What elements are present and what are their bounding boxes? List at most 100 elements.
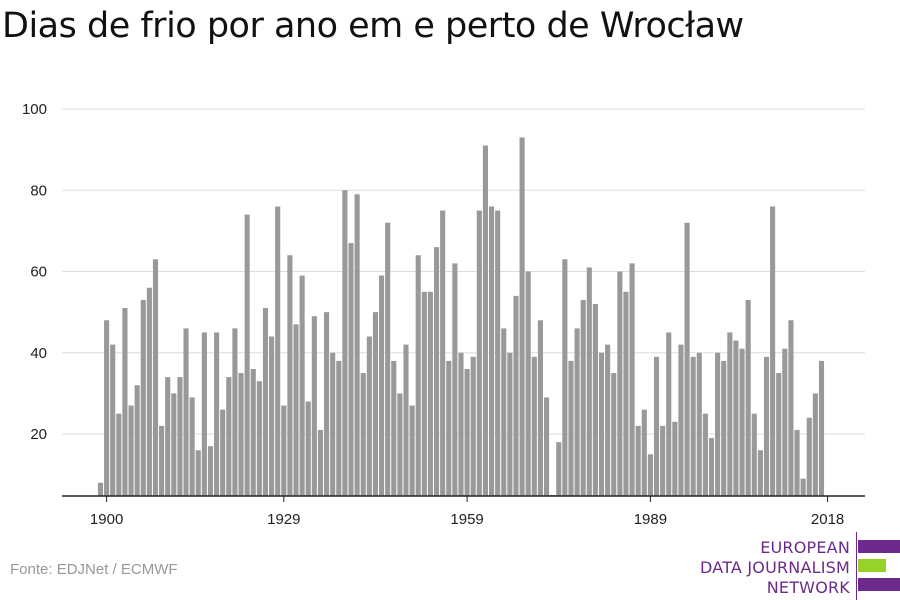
bar-1995 <box>684 222 690 496</box>
y-tick-label: 80 <box>30 182 47 199</box>
bar-2001 <box>721 360 727 497</box>
bar-1980 <box>592 304 598 496</box>
bar-2017 <box>818 360 825 497</box>
x-tick-label: 1900 <box>90 511 123 528</box>
edjnet-logo[interactable]: EUROPEAN DATA JOURNALISM NETWORK <box>700 532 900 600</box>
bar-1907 <box>146 287 152 496</box>
bar-1978 <box>580 299 586 496</box>
bar-2014 <box>800 478 806 496</box>
logo-bar-middle <box>858 559 886 572</box>
bar-1964 <box>495 210 501 496</box>
bar-1929 <box>281 405 287 496</box>
bar-1936 <box>324 312 330 497</box>
bar-2015 <box>806 417 812 496</box>
bar-1927 <box>269 336 275 496</box>
bar-1965 <box>501 328 507 497</box>
bar-1957 <box>452 263 458 497</box>
bar-1918 <box>214 332 220 496</box>
bar-1933 <box>305 401 311 496</box>
bar-1939 <box>342 190 348 496</box>
bar-1923 <box>244 214 250 497</box>
logo-divider <box>856 532 857 600</box>
bar-2000 <box>715 352 721 496</box>
bar-1963 <box>488 206 495 496</box>
bar-1969 <box>525 271 531 496</box>
bar-1902 <box>116 413 122 496</box>
bar-1967 <box>513 295 519 497</box>
bar-1977 <box>574 328 580 497</box>
bar-1910 <box>165 377 171 497</box>
x-tick-label: 1929 <box>267 511 300 528</box>
bar-1899 <box>97 482 104 496</box>
bar-1924 <box>250 369 256 496</box>
x-tick-label: 1989 <box>634 511 667 528</box>
chart-title: Dias de frio por ano em e perto de Wrocł… <box>2 6 744 46</box>
bar-1932 <box>299 275 305 496</box>
bar-1955 <box>440 210 446 496</box>
bar-2003 <box>733 340 739 496</box>
y-tick-label: 60 <box>30 264 47 281</box>
bar-1904 <box>128 405 134 496</box>
bar-1960 <box>470 356 476 496</box>
bar-1942 <box>360 373 366 496</box>
bar-1990 <box>653 356 660 496</box>
bar-1940 <box>348 243 354 496</box>
bar-1984 <box>617 271 623 496</box>
bar-1987 <box>635 425 641 497</box>
bar-1947 <box>391 360 397 497</box>
logo-text: EUROPEAN DATA JOURNALISM NETWORK <box>700 538 850 598</box>
bar-1999 <box>708 438 715 496</box>
bar-1959 <box>464 369 470 496</box>
bar-1937 <box>330 352 336 496</box>
bar-1989 <box>647 454 653 496</box>
bar-2016 <box>812 393 818 497</box>
bar-1994 <box>678 344 684 497</box>
bar-1909 <box>159 425 165 497</box>
bars <box>97 137 825 497</box>
bar-1966 <box>507 352 513 496</box>
bar-1945 <box>379 275 385 496</box>
bar-1905 <box>134 385 140 496</box>
bar-2004 <box>739 348 745 496</box>
bar-1986 <box>629 263 635 497</box>
bar-1928 <box>275 206 281 496</box>
bar-1914 <box>189 397 195 496</box>
bar-2013 <box>794 429 800 496</box>
bar-1971 <box>537 320 543 496</box>
bar-1941 <box>354 194 360 496</box>
bar-1944 <box>372 312 378 497</box>
bar-1901 <box>110 344 116 497</box>
logo-line-3: NETWORK <box>766 578 850 597</box>
bar-1975 <box>562 259 568 496</box>
logo-bar-top <box>858 540 900 553</box>
bar-1913 <box>183 328 189 497</box>
bar-1961 <box>476 210 482 496</box>
bar-1916 <box>201 332 207 496</box>
bar-2012 <box>788 320 794 496</box>
bar-1952 <box>421 291 427 496</box>
bar-1935 <box>317 429 324 496</box>
bar-1917 <box>207 446 214 496</box>
bar-1968 <box>519 137 525 496</box>
x-tick-label: 2018 <box>811 511 844 528</box>
bar-1949 <box>403 344 409 497</box>
bar-2009 <box>770 206 776 496</box>
bar-1954 <box>434 247 440 497</box>
y-tick-label: 20 <box>30 426 47 443</box>
bar-1953 <box>427 291 433 496</box>
bar-1992 <box>666 332 672 496</box>
bar-1993 <box>672 421 678 496</box>
bar-1988 <box>641 409 647 497</box>
y-axis-ticks: 20 40 60 80 100 <box>22 101 47 443</box>
bar-1946 <box>385 222 391 496</box>
bar-1930 <box>287 255 293 496</box>
bar-2006 <box>751 413 757 496</box>
source-credit: Fonte: EDJNet / ECMWF <box>10 561 178 578</box>
bar-1906 <box>140 299 146 496</box>
bar-1970 <box>531 356 537 496</box>
x-axis-ticks: 1900 1929 1959 1989 2018 <box>90 496 844 528</box>
bar-1958 <box>458 352 464 496</box>
bar-2005 <box>745 299 751 496</box>
bar-1976 <box>568 360 574 497</box>
